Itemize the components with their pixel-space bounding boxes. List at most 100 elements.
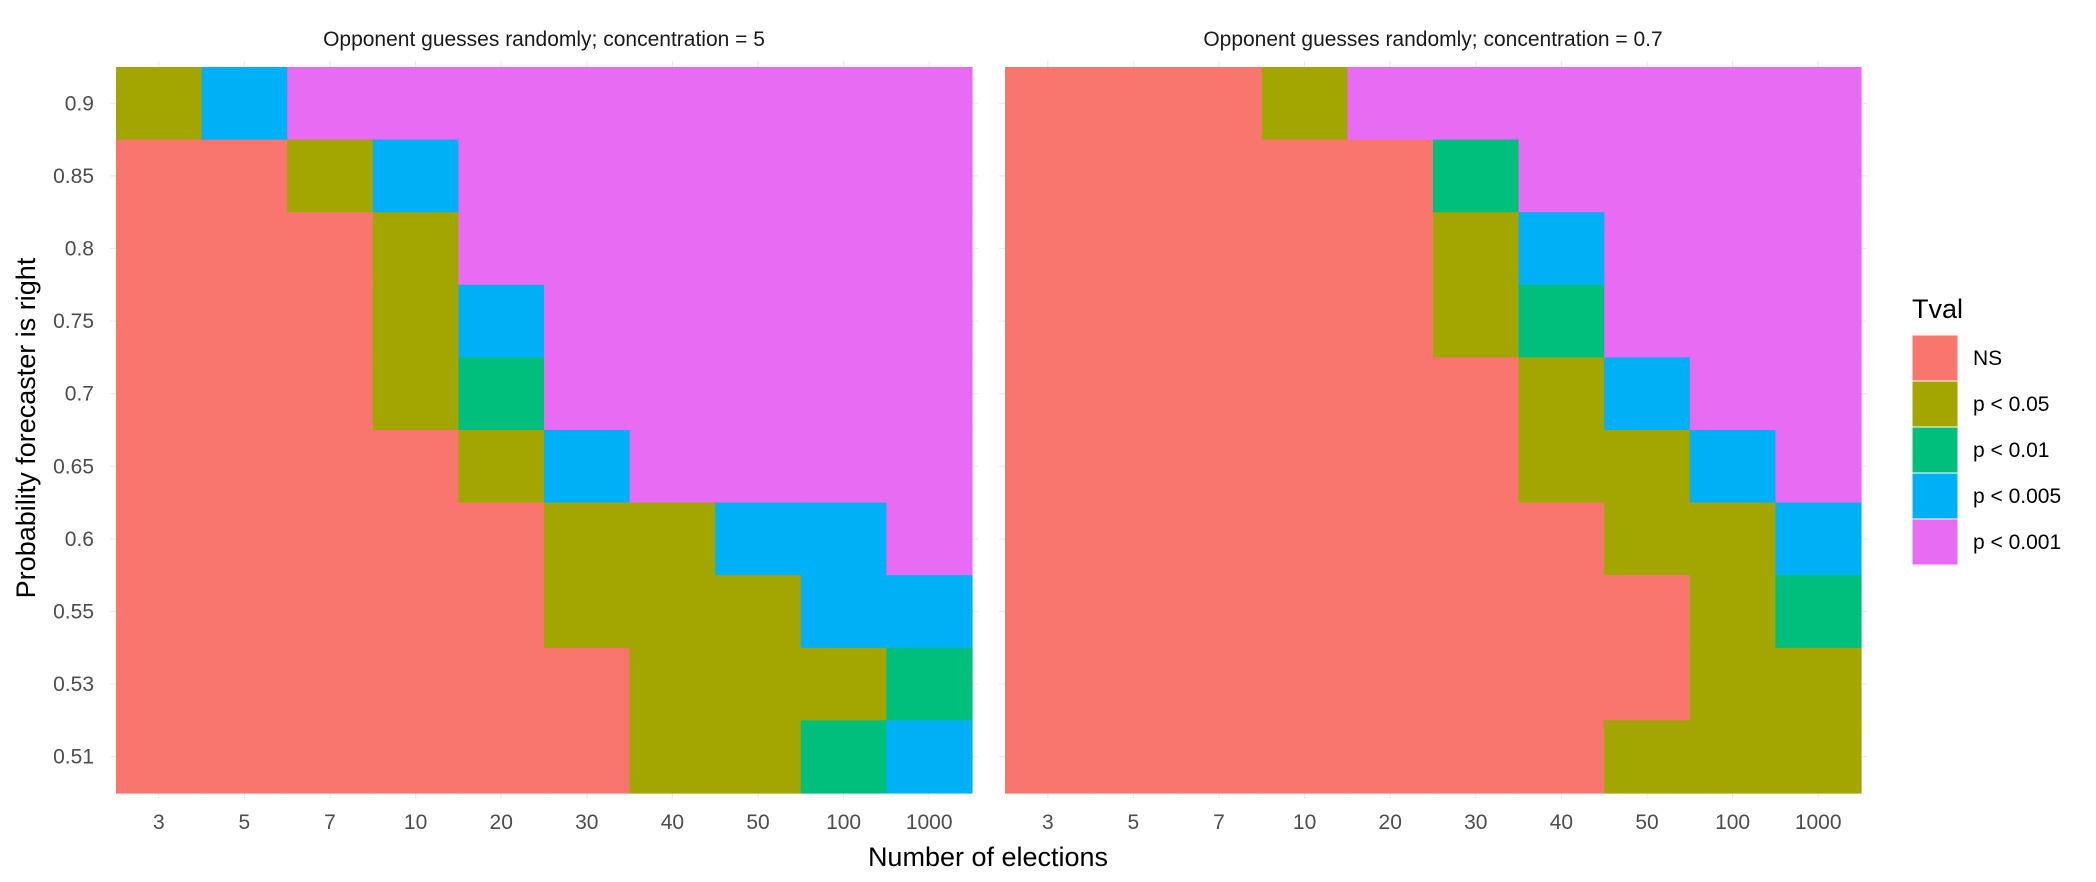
x-tick-label: 100 (826, 811, 861, 834)
heatmap-cell (287, 430, 374, 504)
heatmap-cell (116, 647, 203, 721)
legend-item: p < 0.01 (1911, 426, 2049, 474)
x-tick-label: 10 (1293, 811, 1316, 834)
heatmap-cell (1604, 357, 1691, 431)
heatmap-cell (1176, 647, 1263, 721)
legend-swatch (1911, 472, 1959, 520)
heatmap-cell (629, 139, 716, 213)
heatmap-cell (287, 502, 374, 576)
heatmap-cell (287, 720, 374, 794)
heatmap-cell (1689, 430, 1776, 504)
heatmap-cell (629, 284, 716, 358)
y-axis-title: Probability forecaster is right (11, 257, 41, 598)
heatmap-cell (1005, 139, 1092, 213)
heatmap-cell (116, 139, 203, 213)
heatmap-cell (1261, 720, 1348, 794)
heatmap-cell (1689, 720, 1776, 794)
heatmap-cell (458, 212, 545, 286)
heatmap-cell (544, 357, 631, 431)
heatmap-cell (116, 430, 203, 504)
heatmap-cell (800, 67, 887, 141)
heatmap-cell (1176, 430, 1263, 504)
heatmap-cell (1775, 212, 1862, 286)
heatmap-cell (1689, 647, 1776, 721)
x-tick-label: 20 (490, 811, 513, 834)
heatmap-cell (1518, 357, 1605, 431)
heatmap-cell (1689, 67, 1776, 141)
legend: Tval NS p < 0.05 p < 0.01 p < 0.005 p < 0.00… (1911, 294, 2061, 566)
heatmap-cell (886, 430, 973, 504)
heatmap-cell (116, 502, 203, 576)
legend-swatch (1911, 334, 1959, 382)
y-tick-label: 0.53 (53, 673, 94, 696)
heatmap-cell (544, 720, 631, 794)
heatmap-cell (372, 720, 459, 794)
heatmap-cell (1518, 720, 1605, 794)
heatmap-cell (1689, 502, 1776, 576)
panel-2: Opponent guesses randomly; concentration… (999, 28, 1867, 834)
x-tick-label: 30 (1464, 811, 1487, 834)
heatmap-cell (1005, 647, 1092, 721)
heatmap-cell (1433, 357, 1520, 431)
heatmap-cell (715, 212, 802, 286)
heatmap-cell (372, 67, 459, 141)
heatmap-cell (372, 647, 459, 721)
heatmap-cell (544, 647, 631, 721)
heatmap-cell (800, 284, 887, 358)
heatmap-cell (800, 575, 887, 649)
legend-swatch (1911, 426, 1959, 474)
heatmap-cell (1090, 67, 1177, 141)
heatmap-cell (886, 357, 973, 431)
heatmap-cell (1005, 575, 1092, 649)
heatmap-cell (1347, 357, 1434, 431)
heatmap-cell (1433, 647, 1520, 721)
heatmap-cell (287, 212, 374, 286)
panels: Opponent guesses randomly; concentration… (53, 28, 1867, 834)
heatmap-cell (1090, 647, 1177, 721)
y-tick-label: 0.7 (65, 383, 94, 406)
heatmap-cell (116, 212, 203, 286)
heatmap-cell (800, 430, 887, 504)
heatmap-cell (1775, 647, 1862, 721)
heatmap-cell (1005, 430, 1092, 504)
heatmap-cell (1604, 67, 1691, 141)
heatmap-cell (1347, 139, 1434, 213)
heatmap-cell (1347, 67, 1434, 141)
heatmap-cell (1518, 647, 1605, 721)
heatmap-cell (629, 430, 716, 504)
heatmap-cell (800, 502, 887, 576)
heatmap-cell (1090, 720, 1177, 794)
heatmap-cell (1433, 212, 1520, 286)
heatmap-cell (372, 212, 459, 286)
heatmap-cell (1518, 212, 1605, 286)
heatmap-cell (201, 575, 288, 649)
heatmap-cell (201, 212, 288, 286)
heatmap-cell (1604, 212, 1691, 286)
heatmap-cell (1090, 430, 1177, 504)
heatmap-cell (1433, 67, 1520, 141)
heatmap-cell (1005, 284, 1092, 358)
heatmap-cell (1005, 720, 1092, 794)
heatmap-cell (1090, 284, 1177, 358)
heatmap-cell (544, 284, 631, 358)
heatmap-cell (201, 139, 288, 213)
heatmap-cell (1604, 430, 1691, 504)
heatmap-cell (116, 720, 203, 794)
heatmap-cell (886, 647, 973, 721)
x-tick-label: 100 (1715, 811, 1750, 834)
heatmap-cell (544, 212, 631, 286)
heatmap-cell (1518, 67, 1605, 141)
heatmap-cell (1604, 139, 1691, 213)
x-tick-label: 50 (1635, 811, 1658, 834)
heatmap-cell (1261, 139, 1348, 213)
heatmap-cell (1176, 212, 1263, 286)
heatmap-cell (544, 575, 631, 649)
heatmap-cell (201, 502, 288, 576)
y-tick-label: 0.51 (53, 746, 94, 769)
x-tick-label: 50 (746, 811, 769, 834)
legend-item: p < 0.05 (1911, 380, 2049, 428)
heatmap-cell (1433, 139, 1520, 213)
heatmap-cell (1775, 284, 1862, 358)
heatmap-cell (372, 502, 459, 576)
heatmap-cell (1518, 502, 1605, 576)
